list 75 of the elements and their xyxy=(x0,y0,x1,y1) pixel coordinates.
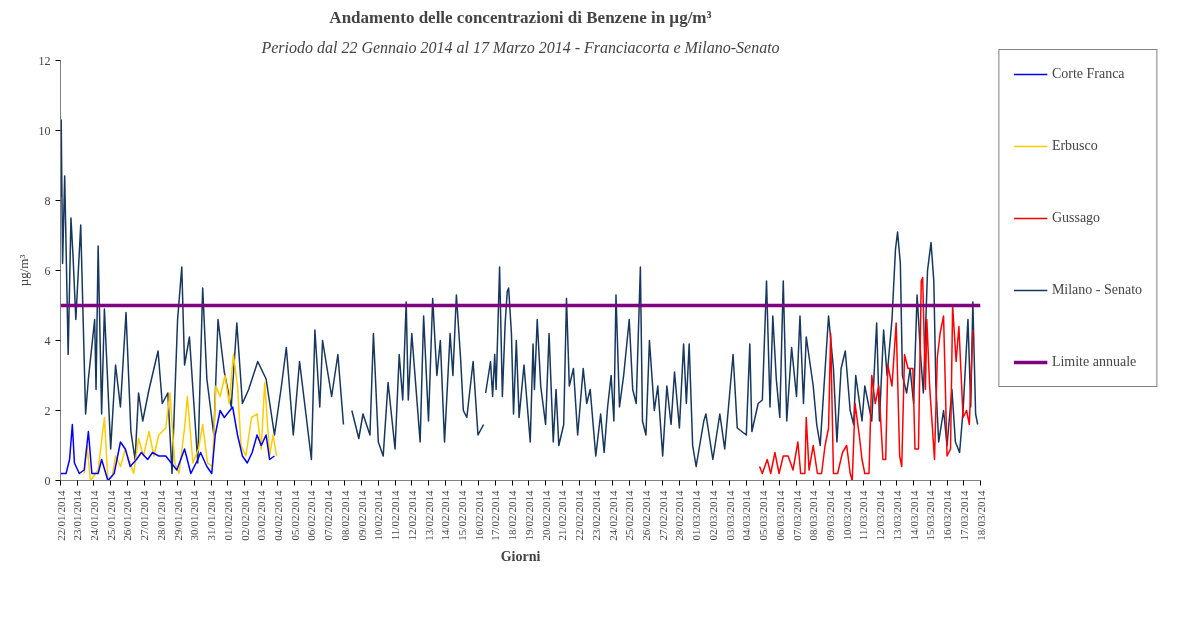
x-tick-label: 05/03/2014 xyxy=(757,490,770,541)
line-series xyxy=(758,276,974,481)
y-tick-label: 0 xyxy=(44,473,51,488)
x-tick-label: 30/01/2014 xyxy=(188,490,201,541)
x-tick-label: 06/03/2014 xyxy=(773,490,786,541)
x-tick-label: 29/01/2014 xyxy=(171,490,184,541)
x-tick-label: 10/03/2014 xyxy=(840,490,853,541)
x-tick-label: 01/02/2014 xyxy=(221,490,234,541)
y-tick-label: 8 xyxy=(44,193,51,208)
x-tick-label: 14/03/2014 xyxy=(907,490,920,541)
x-axis-title: Giorni xyxy=(500,548,541,564)
chart-subtitle: Periodo dal 22 Gennaio 2014 al 17 Marzo 2014 - Franciacorta e Milano-Senato xyxy=(260,38,780,56)
x-tick-label: 25/02/2014 xyxy=(623,490,636,541)
x-tick-label: 20/02/2014 xyxy=(539,490,552,541)
chart-title: Andamento delle concentrazioni di Benzene in µg/m³ xyxy=(329,7,712,27)
x-tick-label: 26/01/2014 xyxy=(121,490,134,541)
x-tick-label: 18/03/2014 xyxy=(974,490,987,541)
x-tick-label: 24/01/2014 xyxy=(87,490,100,541)
x-tick-label: 06/02/2014 xyxy=(305,490,318,541)
x-tick-label: 15/02/2014 xyxy=(455,490,468,541)
y-tick-label: 12 xyxy=(38,53,51,68)
x-tick-label: 02/03/2014 xyxy=(706,490,719,541)
x-tick-label: 05/02/2014 xyxy=(288,490,301,541)
x-tick-label: 14/02/2014 xyxy=(439,490,452,541)
x-tick-label: 12/02/2014 xyxy=(405,490,418,541)
x-tick-label: 15/03/2014 xyxy=(924,490,937,541)
x-tick-label: 23/01/2014 xyxy=(71,490,84,541)
x-tick-label: 25/01/2014 xyxy=(104,490,117,541)
x-tick-label: 03/02/2014 xyxy=(255,490,268,541)
x-tick-label: 09/03/2014 xyxy=(823,490,836,541)
x-tick-label: 19/02/2014 xyxy=(522,490,535,541)
x-tick-label: 28/02/2014 xyxy=(673,490,686,541)
x-tick-label: 04/02/2014 xyxy=(271,490,284,541)
line-series xyxy=(83,353,278,481)
x-tick-label: 18/02/2014 xyxy=(506,490,519,541)
x-tick-label: 28/01/2014 xyxy=(154,490,167,541)
line-series xyxy=(60,406,276,481)
y-tick-label: 10 xyxy=(38,123,51,138)
x-tick-label: 24/02/2014 xyxy=(606,490,619,541)
x-tick-label: 27/02/2014 xyxy=(656,490,669,541)
x-tick-label: 09/02/2014 xyxy=(355,490,368,541)
x-tick-label: 08/03/2014 xyxy=(807,490,820,541)
x-tick-label: 17/02/2014 xyxy=(489,490,502,541)
y-tick-label: 2 xyxy=(44,403,51,418)
x-tick-label: 01/03/2014 xyxy=(690,490,703,541)
y-tick-label: 4 xyxy=(44,333,51,348)
x-tick-label: 17/03/2014 xyxy=(957,490,970,541)
legend-label: Erbusco xyxy=(1051,137,1098,154)
x-tick-label: 16/02/2014 xyxy=(472,490,485,541)
y-tick-label: 6 xyxy=(44,263,51,278)
x-tick-label: 10/02/2014 xyxy=(372,490,385,541)
x-tick-label: 07/03/2014 xyxy=(790,490,803,541)
x-tick-label: 13/03/2014 xyxy=(890,490,903,541)
legend-label: Milano - Senato xyxy=(1051,281,1143,298)
x-tick-label: 22/01/2014 xyxy=(54,490,67,541)
legend-label: Corte Franca xyxy=(1051,65,1125,82)
x-tick-label: 04/03/2014 xyxy=(740,490,753,541)
x-tick-label: 16/03/2014 xyxy=(941,490,954,541)
x-tick-label: 11/02/2014 xyxy=(389,490,402,541)
legend-label: Limite annuale xyxy=(1051,353,1137,370)
x-tick-label: 21/02/2014 xyxy=(556,490,569,541)
x-tick-label: 22/02/2014 xyxy=(573,490,586,541)
x-tick-label: 13/02/2014 xyxy=(422,490,435,541)
legend-label: Gussago xyxy=(1051,209,1101,226)
y-axis-title: µg/m³ xyxy=(15,254,31,287)
x-tick-label: 12/03/2014 xyxy=(874,490,887,541)
x-tick-label: 11/03/2014 xyxy=(857,490,870,541)
x-tick-label: 27/01/2014 xyxy=(138,490,151,541)
x-tick-label: 07/02/2014 xyxy=(322,490,335,541)
x-tick-label: 08/02/2014 xyxy=(338,490,351,541)
x-tick-label: 02/02/2014 xyxy=(238,490,251,541)
x-tick-label: 03/03/2014 xyxy=(723,490,736,541)
x-tick-label: 26/02/2014 xyxy=(639,490,652,541)
x-tick-label: 31/01/2014 xyxy=(205,490,218,541)
x-tick-label: 23/02/2014 xyxy=(589,490,602,541)
